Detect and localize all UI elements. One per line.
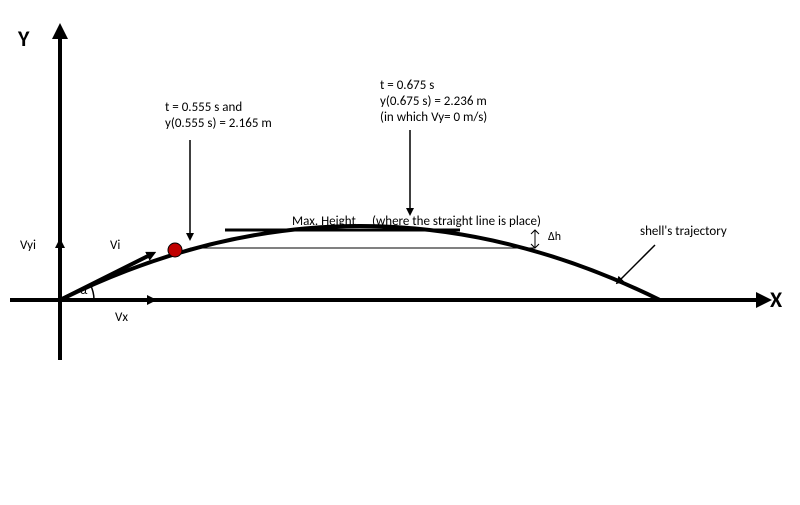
y-axis-label: Y	[18, 25, 29, 53]
point2-line1: t = 0.675 s	[380, 78, 434, 94]
vector-vi	[60, 255, 150, 300]
maxheight-right: (where the straight line is place)	[372, 214, 541, 230]
point2-line2: y(0.675 s) = 2.236 m	[380, 94, 487, 110]
trajectory-curve	[60, 226, 660, 300]
vi-label: Vi	[110, 238, 120, 254]
shell-label: shell's trajectory	[640, 224, 727, 240]
alpha-label: α	[80, 283, 87, 299]
point1-line2: y(0.555 s) = 2.165 m	[165, 116, 272, 132]
shell-arrow	[620, 245, 655, 280]
x-axis-label: X	[770, 286, 782, 314]
vyi-label: Vyi	[20, 238, 36, 254]
red-dot	[168, 243, 182, 257]
point1-line1: t = 0.555 s and	[165, 100, 242, 116]
maxheight-left: Max. Height	[292, 214, 356, 230]
vx-label: Vx	[115, 310, 128, 326]
angle-arc	[90, 285, 94, 300]
point2-line3: (in which Vy= 0 m/s)	[380, 110, 487, 126]
dh-label: Δh	[548, 230, 561, 245]
